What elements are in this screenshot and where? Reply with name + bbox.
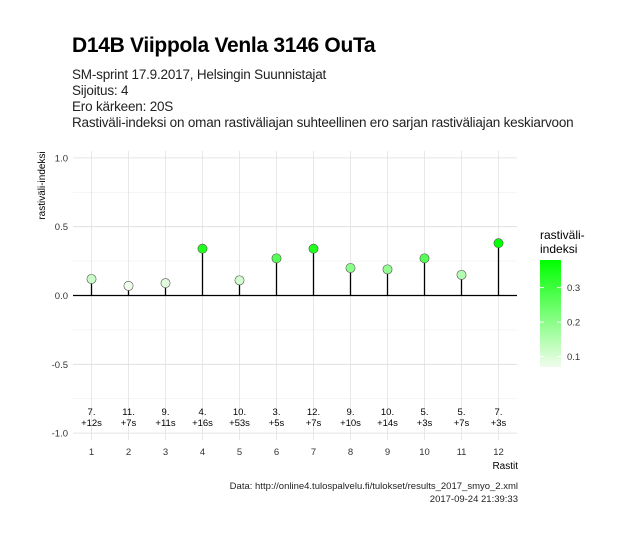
diff-label: +12s	[81, 418, 102, 429]
timestamp-caption: 2017-09-24 21:39:33	[429, 494, 518, 505]
y-tick-label: -1.0	[52, 429, 68, 440]
diff-label: +7s	[454, 418, 470, 429]
legend-title-line-2: indeksi	[540, 242, 577, 256]
y-tick-label: 1.0	[55, 153, 68, 164]
x-tick-label: 5	[237, 447, 242, 458]
subtitle-placement: Sijoitus: 4	[72, 83, 129, 98]
rank-label: 7.	[495, 407, 503, 418]
point-control-3	[160, 278, 171, 289]
legend-title-line-1: rastiväli-	[540, 228, 585, 242]
rank-label: 11.	[122, 407, 135, 418]
point-control-10	[419, 253, 430, 264]
rank-label: 12.	[307, 407, 320, 418]
diff-label: +53s	[229, 418, 250, 429]
point-control-12	[493, 238, 504, 249]
legend-tick-label: 0.1	[567, 352, 580, 363]
x-tick-label: 2	[126, 447, 131, 458]
x-tick-label: 3	[163, 447, 168, 458]
x-tick-label: 6	[274, 447, 279, 458]
y-tick-label: -0.5	[52, 360, 68, 371]
rank-label: 9.	[347, 407, 355, 418]
rank-label: 9.	[162, 407, 170, 418]
x-axis-title: Rastit	[492, 461, 518, 472]
point-control-6	[271, 253, 282, 264]
rank-label: 7.	[88, 407, 96, 418]
x-tick-label: 1	[89, 447, 94, 458]
x-tick-label: 11	[457, 447, 467, 458]
point-control-4	[197, 243, 208, 254]
diff-label: +7s	[306, 418, 322, 429]
point-control-1	[86, 274, 97, 284]
diff-label: +3s	[417, 418, 433, 429]
rank-label: 5.	[458, 407, 466, 418]
point-control-7	[308, 243, 319, 254]
subtitle-event: SM-sprint 17.9.2017, Helsingin Suunnista…	[72, 67, 327, 82]
rank-label: 4.	[199, 407, 207, 418]
source-caption: Data: http://online4.tulospalvelu.fi/tul…	[229, 481, 518, 492]
legend-color-bar	[540, 260, 561, 367]
subtitle-description: Rastiväli-indeksi on oman rastiväliajan …	[72, 115, 574, 130]
rank-label: 3.	[273, 407, 281, 418]
diff-label: +7s	[121, 418, 137, 429]
diff-label: +11s	[155, 418, 175, 429]
diff-label: +5s	[269, 418, 285, 429]
y-tick-label: 0.5	[55, 222, 68, 233]
x-tick-label: 9	[385, 447, 390, 458]
diff-label: +14s	[377, 418, 398, 429]
legend-tick-label: 0.2	[567, 318, 580, 329]
y-axis-title: rastiväli-indeksi	[37, 151, 48, 219]
point-control-11	[456, 269, 467, 280]
point-control-5	[234, 275, 245, 286]
subtitle-gap: Ero kärkeen: 20S	[72, 99, 174, 114]
x-tick-label: 10	[419, 447, 430, 458]
diff-label: +10s	[340, 418, 361, 429]
x-tick-label: 8	[348, 447, 353, 458]
rank-label: 10.	[381, 407, 394, 418]
point-control-9	[382, 264, 393, 275]
chart-title: D14B Viippola Venla 3146 OuTa	[72, 34, 376, 57]
x-tick-label: 12	[493, 447, 504, 458]
legend-tick-label: 0.3	[567, 283, 580, 294]
x-tick-label: 7	[311, 447, 316, 458]
y-tick-label: 0.0	[55, 291, 68, 302]
x-tick-label: 4	[200, 447, 205, 458]
point-control-2	[123, 280, 134, 291]
point-control-8	[345, 263, 356, 273]
diff-label: +3s	[491, 418, 507, 429]
diff-label: +16s	[192, 418, 213, 429]
rank-label: 5.	[421, 407, 429, 418]
rank-label: 10.	[233, 407, 246, 418]
